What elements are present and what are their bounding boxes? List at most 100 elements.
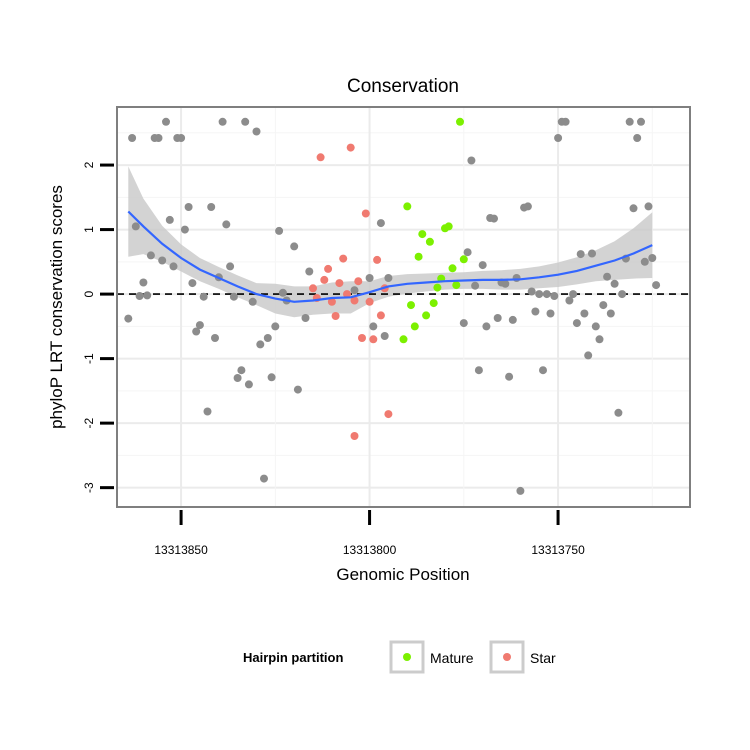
point-other — [384, 274, 393, 282]
point-star — [346, 143, 355, 152]
point-mature — [403, 202, 412, 211]
point-other — [459, 319, 468, 328]
point-other — [241, 117, 250, 126]
point-other — [275, 226, 284, 235]
point-mature — [452, 281, 461, 290]
point-other — [365, 274, 374, 282]
point-other — [606, 309, 615, 318]
y-axis: -3 -2 -1 0 1 2 — [82, 161, 114, 493]
x-tick-label: 13313750 — [531, 543, 585, 557]
point-star — [350, 432, 359, 440]
y-tick-label: 1 — [82, 226, 96, 233]
point-star — [358, 334, 366, 342]
point-other — [633, 134, 642, 142]
point-other — [211, 334, 219, 342]
y-tick-label: 2 — [82, 161, 96, 168]
smooth-line — [127, 210, 653, 303]
x-axis-label: Genomic Position — [336, 565, 469, 584]
point-other — [550, 292, 559, 300]
point-other — [603, 272, 612, 281]
point-other — [218, 117, 227, 126]
point-other — [305, 267, 314, 276]
point-other — [561, 117, 570, 126]
point-other — [233, 374, 242, 382]
point-other — [595, 335, 604, 344]
legend-key-mature — [389, 640, 425, 674]
point-other — [652, 281, 661, 290]
point-other — [260, 474, 268, 483]
point-other — [229, 292, 238, 301]
point-star — [316, 153, 325, 162]
point-other — [576, 250, 585, 259]
data-points — [124, 117, 661, 495]
point-other — [252, 127, 261, 136]
point-other — [135, 292, 144, 300]
point-mature — [433, 283, 442, 292]
point-mature — [422, 311, 431, 320]
point-other — [195, 321, 204, 330]
point-mature — [418, 230, 427, 239]
point-mature — [407, 301, 415, 310]
point-other — [131, 222, 140, 231]
point-star — [361, 209, 370, 218]
point-other — [625, 117, 634, 126]
point-other — [293, 385, 302, 394]
point-other — [267, 373, 276, 382]
point-other — [535, 290, 544, 299]
point-other — [614, 408, 623, 417]
point-other — [463, 248, 472, 257]
x-tick-label: 13313800 — [343, 543, 397, 557]
point-other — [180, 225, 189, 234]
point-star — [339, 254, 348, 263]
point-other — [177, 134, 186, 142]
point-other — [154, 134, 163, 142]
legend-marker-star — [503, 653, 511, 661]
point-other — [474, 366, 483, 375]
plot-panel — [116, 106, 691, 508]
point-star — [369, 335, 378, 344]
point-other — [278, 288, 287, 297]
y-tick-label: -3 — [82, 482, 96, 493]
point-mature — [414, 252, 423, 261]
point-other — [493, 314, 502, 322]
point-star — [373, 255, 382, 264]
point-other — [618, 290, 627, 299]
point-other — [124, 314, 133, 323]
chart-title: Conservation — [347, 76, 459, 97]
point-other — [369, 322, 378, 331]
point-other — [527, 287, 536, 296]
point-other — [165, 215, 174, 224]
point-other — [199, 292, 208, 301]
point-other — [380, 332, 389, 340]
grid — [117, 107, 690, 507]
point-mature — [425, 237, 434, 246]
point-star — [331, 312, 340, 320]
point-other — [184, 203, 193, 211]
point-other — [648, 254, 657, 262]
point-star — [365, 297, 374, 306]
point-mature — [429, 299, 438, 308]
point-other — [629, 204, 638, 213]
legend-title: Hairpin partition — [243, 650, 343, 665]
point-star — [350, 296, 359, 305]
point-other — [501, 279, 510, 288]
x-tick-label: 13313850 — [154, 543, 208, 557]
panel-border — [116, 106, 691, 508]
legend-entries: Mature Star — [389, 640, 556, 674]
point-other — [237, 366, 246, 375]
point-other — [512, 274, 521, 282]
point-mature — [456, 117, 464, 126]
point-other — [467, 156, 476, 165]
y-tick-label: 0 — [82, 290, 96, 297]
point-other — [539, 366, 547, 375]
point-other — [637, 117, 645, 126]
point-other — [192, 327, 201, 336]
point-other — [244, 380, 253, 389]
point-other — [482, 322, 491, 331]
point-star — [324, 264, 333, 273]
point-other — [146, 251, 155, 260]
point-other — [139, 278, 148, 287]
point-other — [203, 407, 212, 416]
point-star — [376, 311, 385, 320]
